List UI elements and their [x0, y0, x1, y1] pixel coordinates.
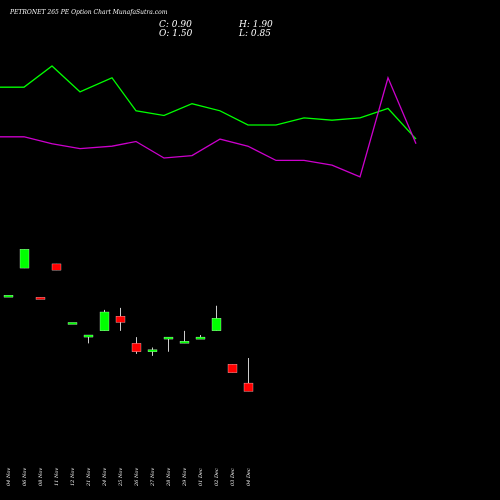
candle: [67, 322, 78, 325]
x-tick-label: 06 Nov: [22, 468, 28, 486]
candle-body: [195, 336, 206, 340]
x-tick-label: 04 Dec: [246, 468, 252, 486]
indicator-lines: [0, 65, 417, 178]
x-tick-label: 27 Nov: [150, 468, 156, 487]
candle-body: [227, 364, 238, 373]
chart-title: PETRONET 265 PE Option Chart MunafaSutra…: [9, 9, 168, 16]
candle-body: [211, 318, 222, 331]
candle: [195, 335, 206, 340]
candle-body: [83, 334, 94, 338]
candle-body: [131, 343, 142, 352]
x-tick-label: 12 Nov: [70, 468, 76, 486]
candle: [131, 337, 142, 354]
candle-body: [147, 349, 158, 352]
candle: [179, 330, 190, 344]
x-tick-label: 29 Nov: [182, 468, 188, 487]
close-label: C: 0.90: [159, 20, 192, 30]
candle-body: [243, 382, 254, 392]
x-tick-label: 03 Dec: [230, 468, 236, 486]
high-label: H: 1.90: [238, 20, 273, 30]
candle-body: [179, 341, 190, 344]
x-tick-label: 11 Nov: [54, 468, 60, 486]
x-tick-label: 26 Nov: [134, 468, 140, 487]
x-tick-label: 01 Dec: [198, 468, 204, 486]
x-tick-label: 02 Dec: [214, 468, 220, 486]
candle-body: [115, 316, 126, 323]
candle: [163, 336, 174, 352]
candle: [243, 358, 254, 392]
open-label: O: 1.50: [159, 29, 193, 39]
candle: [211, 305, 222, 331]
candle-body: [19, 249, 30, 269]
candle: [3, 295, 14, 298]
low-label: L: 0.85: [238, 29, 271, 39]
candle-body: [3, 295, 14, 298]
indicator-line-1: [0, 65, 417, 140]
candle: [19, 249, 30, 269]
x-tick-label: 21 Nov: [86, 468, 92, 487]
indicator-line-2: [0, 75, 417, 178]
candle: [227, 364, 238, 373]
candle: [51, 263, 62, 271]
candle-body: [35, 297, 46, 300]
x-tick-label: 25 Nov: [118, 468, 124, 487]
candle-body: [67, 322, 78, 325]
candlesticks: [3, 249, 254, 392]
x-tick-label: 04 Nov: [6, 468, 12, 486]
x-tick-label: 08 Nov: [38, 468, 44, 486]
x-axis-labels: 04 Nov 06 Nov 08 Nov 11 Nov 12 Nov 21 Nov 24 N…: [6, 468, 252, 487]
x-tick-label: 28 Nov: [166, 468, 172, 487]
x-tick-label: 24 Nov: [102, 468, 108, 487]
candle-body: [99, 311, 110, 331]
candle: [99, 309, 110, 331]
candle: [35, 297, 46, 300]
candle: [147, 347, 158, 356]
candle: [115, 307, 126, 331]
candle: [83, 334, 94, 344]
candle-body: [163, 336, 174, 340]
candle-body: [51, 263, 62, 271]
